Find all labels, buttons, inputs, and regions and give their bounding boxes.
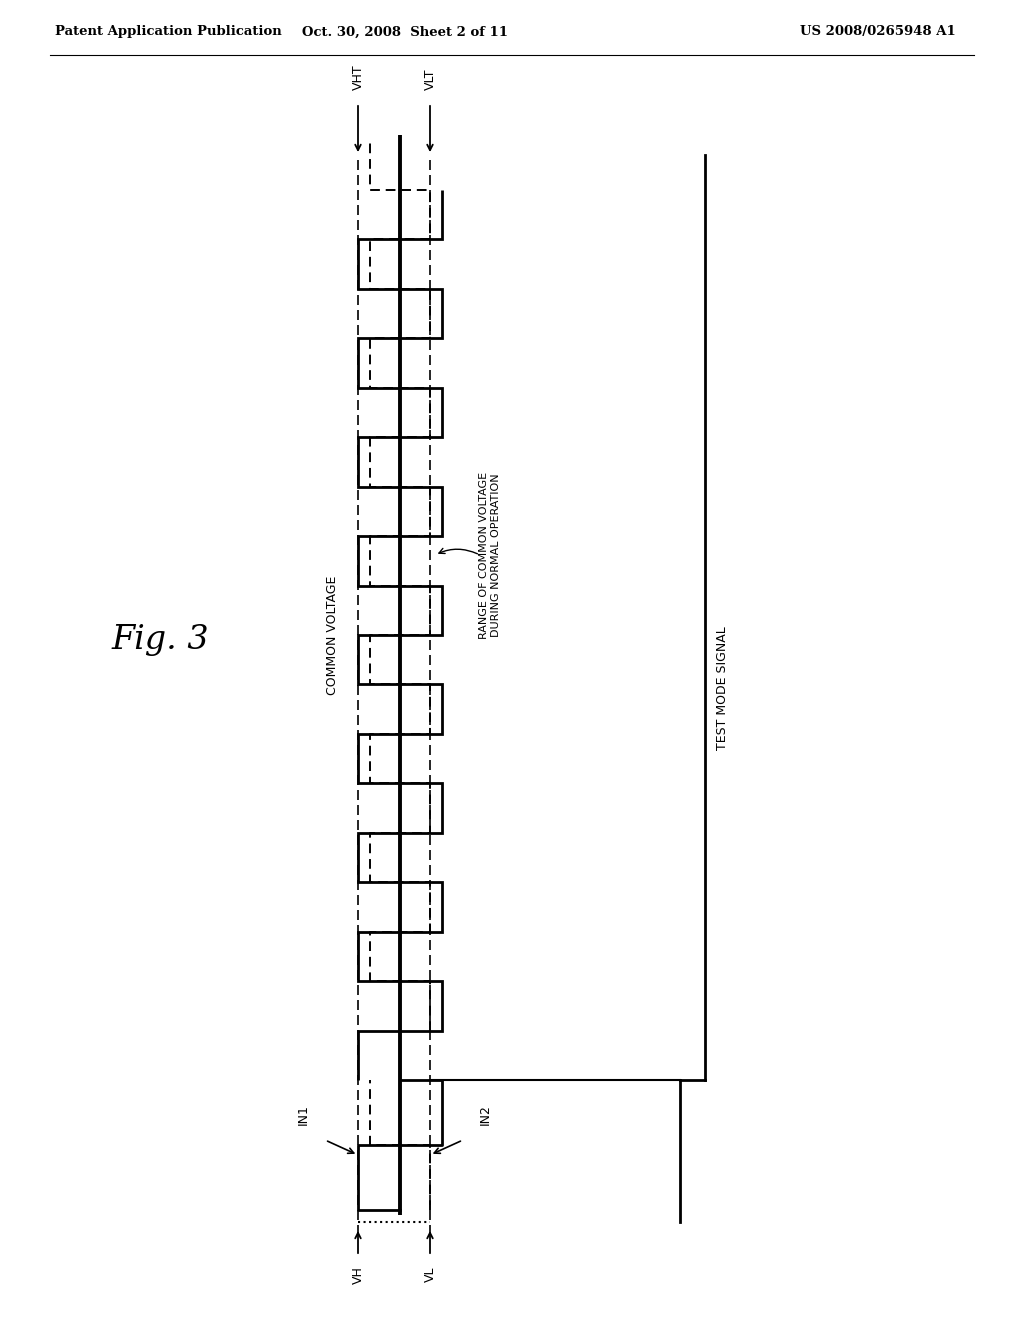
Text: Fig. 3: Fig. 3 <box>112 624 209 656</box>
Text: US 2008/0265948 A1: US 2008/0265948 A1 <box>800 25 955 38</box>
Text: RANGE OF COMMON VOLTAGE
DURING NORMAL OPERATION: RANGE OF COMMON VOLTAGE DURING NORMAL OP… <box>479 471 501 639</box>
Text: Oct. 30, 2008  Sheet 2 of 11: Oct. 30, 2008 Sheet 2 of 11 <box>302 25 508 38</box>
Text: VLT: VLT <box>424 69 436 90</box>
Text: IN1: IN1 <box>297 1104 309 1125</box>
Text: TEST MODE SIGNAL: TEST MODE SIGNAL <box>716 627 728 750</box>
Text: IN2: IN2 <box>478 1104 492 1125</box>
Text: COMMON VOLTAGE: COMMON VOLTAGE <box>327 576 340 694</box>
Text: Patent Application Publication: Patent Application Publication <box>55 25 282 38</box>
Text: VHT: VHT <box>351 65 365 90</box>
Text: VL: VL <box>424 1266 436 1282</box>
Text: VH: VH <box>351 1266 365 1284</box>
